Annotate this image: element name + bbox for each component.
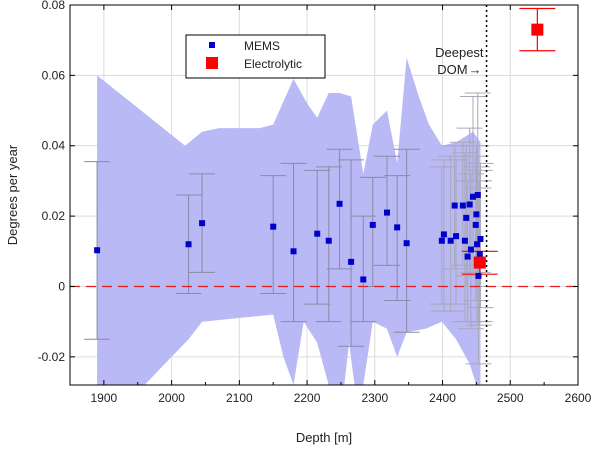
mems-data-point — [476, 251, 483, 258]
x-tick-label: 2300 — [361, 391, 388, 405]
y-tick-label: 0.04 — [42, 139, 66, 153]
mems-data-point — [459, 202, 466, 209]
mems-data-point — [325, 237, 332, 244]
mems-uncertainty-band — [97, 57, 481, 385]
mems-data-point — [336, 200, 343, 207]
y-tick-label: -0.02 — [38, 350, 66, 364]
mems-data-point — [472, 221, 479, 228]
deepest-dom-label-line1: Deepest — [435, 45, 484, 60]
x-tick-label: 2500 — [497, 391, 524, 405]
electrolytic-data-point — [531, 23, 544, 36]
axis-tick-layer: -0.02 0 0.02 0.04 0.06 0.08 1900 2000 2100 2200 23… — [38, 0, 592, 405]
mems-data-point — [474, 241, 481, 248]
legend-mems-label: MEMS — [244, 39, 280, 53]
mems-data-point — [464, 253, 471, 260]
mems-data-point — [348, 258, 355, 265]
mems-data-point — [185, 241, 192, 248]
deepest-dom-label-line2: DOM — [437, 62, 467, 77]
deepest-dom-arrow-icon: → — [469, 62, 482, 77]
mems-data-point — [314, 230, 321, 237]
mems-data-point — [440, 231, 447, 238]
mems-data-point — [94, 247, 101, 254]
mems-data-point — [451, 202, 458, 209]
mems-data-point — [463, 214, 470, 221]
mems-data-point — [383, 209, 390, 216]
mems-data-point — [475, 272, 482, 279]
x-tick-label: 2200 — [294, 391, 321, 405]
mems-data-point — [360, 276, 367, 283]
x-tick-label: 2100 — [226, 391, 253, 405]
y-axis-label: Degrees per year — [5, 144, 20, 245]
x-tick-label: 2400 — [429, 391, 456, 405]
mems-data-point — [394, 224, 401, 231]
mems-data-point — [438, 237, 445, 244]
mems-data-point — [461, 237, 468, 244]
y-tick-label: 0 — [58, 279, 65, 293]
x-tick-label: 1900 — [91, 391, 118, 405]
legend: MEMS Electrolytic — [185, 34, 326, 79]
mems-data-point — [474, 192, 481, 198]
legend-mems-marker-icon — [209, 42, 215, 48]
mems-data-point — [369, 221, 376, 228]
mems-data-point — [403, 240, 410, 247]
mems-data-point — [467, 246, 474, 253]
mems-data-point — [290, 248, 297, 255]
mems-data-point — [466, 201, 473, 208]
mems-data-point — [477, 235, 484, 242]
mems-data-point — [470, 193, 477, 200]
x-tick-label: 2000 — [158, 391, 185, 405]
reference-line-layer — [70, 5, 578, 385]
data-point-layer — [94, 23, 544, 283]
mems-data-point — [447, 237, 454, 244]
y-tick-label: 0.02 — [42, 209, 66, 223]
mems-data-point — [270, 223, 277, 230]
legend-electrolytic-label: Electrolytic — [244, 57, 302, 71]
mems-data-point — [199, 220, 206, 227]
x-axis-label: Depth [m] — [296, 430, 352, 445]
plot-frame — [69, 4, 579, 386]
x-tick-label: 2600 — [565, 391, 592, 405]
y-tick-label: 0.06 — [42, 68, 66, 82]
y-tick-label: 0.08 — [42, 0, 66, 12]
electrolytic-data-point — [473, 256, 486, 269]
mems-uncertainty-band-layer — [97, 57, 481, 385]
deepest-dom-annotation: Deepest DOM → — [435, 45, 484, 77]
legend-electrolytic-marker-icon — [206, 57, 218, 69]
mems-data-point — [473, 211, 480, 218]
mems-data-point — [453, 233, 460, 240]
